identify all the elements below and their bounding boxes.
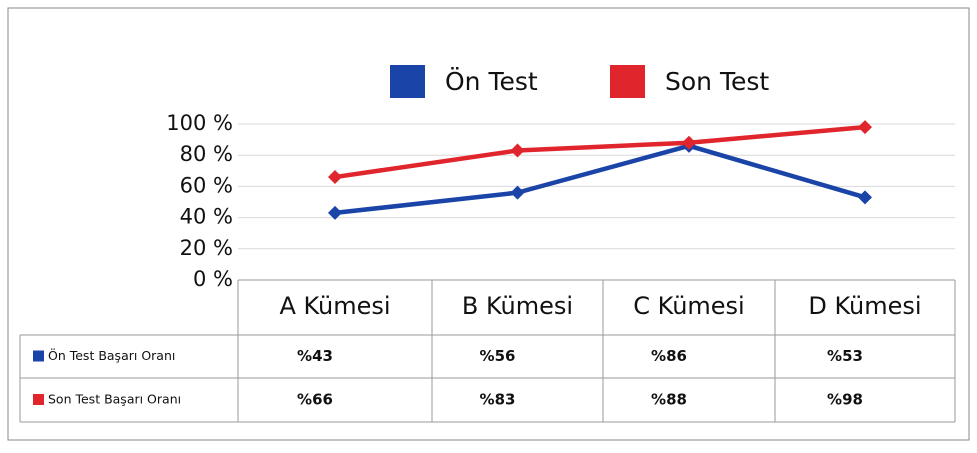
point [328, 205, 342, 220]
y-tick-label: 20 % [180, 236, 233, 260]
table-value: %98 [827, 391, 863, 409]
point [682, 135, 696, 150]
y-tick-label: 80 % [180, 142, 233, 166]
legend-swatch [390, 65, 425, 98]
x-tick-label: B Kümesi [462, 292, 573, 320]
point [328, 170, 342, 185]
table-value: %86 [651, 347, 687, 365]
table-value: %66 [297, 391, 333, 409]
point [510, 185, 525, 200]
table-value: %88 [651, 391, 687, 409]
point [510, 143, 525, 158]
series-line [334, 143, 866, 216]
row-swatch [33, 394, 44, 405]
frame [7, 7, 970, 441]
x-tick-label: A Kümesi [279, 292, 390, 320]
x-tick-label: C Kümesi [633, 292, 744, 320]
row-swatch [33, 350, 44, 362]
legend-label: Ön Test [445, 67, 538, 96]
series-line [334, 124, 866, 180]
y-tick-label: 40 % [180, 205, 233, 229]
row-label: Son Test Başarı Oranı [48, 392, 181, 407]
table-value: %56 [480, 347, 516, 365]
legend-swatch [610, 65, 645, 98]
y-tick-label: 100 % [166, 111, 233, 135]
y-tick-label: 0 % [193, 267, 233, 291]
point [858, 190, 872, 205]
table-value: %53 [827, 347, 863, 365]
legend-label: Son Test [665, 67, 769, 96]
point [858, 120, 872, 135]
table-value: %43 [297, 347, 333, 365]
y-tick-label: 60 % [180, 173, 233, 197]
x-tick-label: D Kümesi [808, 292, 921, 320]
row-label: Ön Test Başarı Oranı [48, 347, 175, 363]
table-value: %83 [480, 391, 516, 409]
